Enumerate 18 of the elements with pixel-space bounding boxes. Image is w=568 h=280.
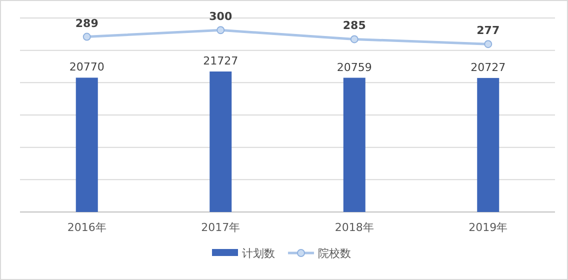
x-tick-label: 2019年 <box>468 221 508 234</box>
data-label: 277 <box>476 24 500 38</box>
data-label: 20770 <box>69 60 104 74</box>
x-tick-label: 2016年 <box>67 221 106 234</box>
x-tick-label: 2018年 <box>334 221 374 234</box>
point <box>484 40 492 48</box>
data-label: 20759 <box>336 60 372 74</box>
data-label: 21727 <box>203 54 238 68</box>
point <box>216 26 225 34</box>
data-label: 300 <box>209 10 232 24</box>
data-label: 289 <box>75 16 98 30</box>
point <box>82 32 91 41</box>
data-label: 20727 <box>470 60 506 74</box>
point <box>350 35 358 44</box>
legend-label: 院校数 <box>318 247 351 260</box>
data-label: 285 <box>342 19 366 32</box>
x-tick-label: 2017年 <box>201 221 240 234</box>
legend-label: 计划数 <box>242 247 275 260</box>
